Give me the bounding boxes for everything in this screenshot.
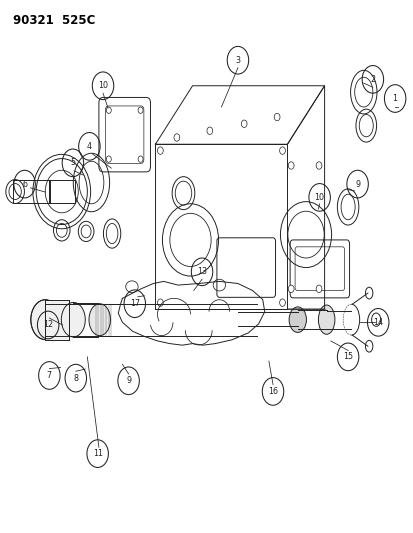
Text: 4: 4 (87, 142, 92, 151)
Circle shape (316, 162, 321, 169)
Bar (49, 180, 74, 203)
Ellipse shape (288, 307, 306, 333)
Circle shape (157, 299, 163, 306)
Text: 17: 17 (129, 299, 140, 308)
Circle shape (287, 285, 293, 293)
Circle shape (138, 156, 143, 163)
Circle shape (279, 299, 285, 306)
Text: 7: 7 (47, 371, 52, 380)
Bar (13, 180, 50, 203)
Text: 9: 9 (354, 180, 359, 189)
Ellipse shape (89, 304, 110, 336)
Text: 6: 6 (22, 180, 27, 189)
Text: 14: 14 (373, 318, 382, 327)
Text: 1: 1 (392, 94, 397, 103)
Circle shape (279, 147, 285, 155)
Text: 9: 9 (126, 376, 131, 385)
Circle shape (316, 285, 321, 293)
Ellipse shape (31, 300, 59, 340)
Ellipse shape (61, 302, 85, 337)
Ellipse shape (318, 305, 334, 334)
Circle shape (241, 120, 247, 127)
Text: 10: 10 (98, 81, 108, 90)
Circle shape (287, 162, 293, 169)
Circle shape (206, 127, 212, 134)
Circle shape (273, 114, 279, 121)
Circle shape (138, 107, 143, 114)
Text: 16: 16 (267, 387, 278, 396)
Circle shape (157, 147, 163, 155)
Text: 15: 15 (342, 352, 352, 361)
Text: 13: 13 (197, 268, 206, 276)
Text: 8: 8 (73, 374, 78, 383)
Text: 3: 3 (235, 56, 240, 64)
Bar (155, 144, 287, 309)
Text: 2: 2 (369, 75, 375, 84)
Text: 11: 11 (93, 449, 102, 458)
Text: 90321  525C: 90321 525C (13, 14, 95, 27)
Circle shape (106, 156, 111, 163)
Text: 12: 12 (43, 320, 53, 329)
Circle shape (106, 107, 111, 114)
Text: 10: 10 (314, 193, 324, 202)
Text: 5: 5 (70, 158, 75, 167)
Bar (45, 300, 69, 340)
Circle shape (173, 134, 179, 141)
